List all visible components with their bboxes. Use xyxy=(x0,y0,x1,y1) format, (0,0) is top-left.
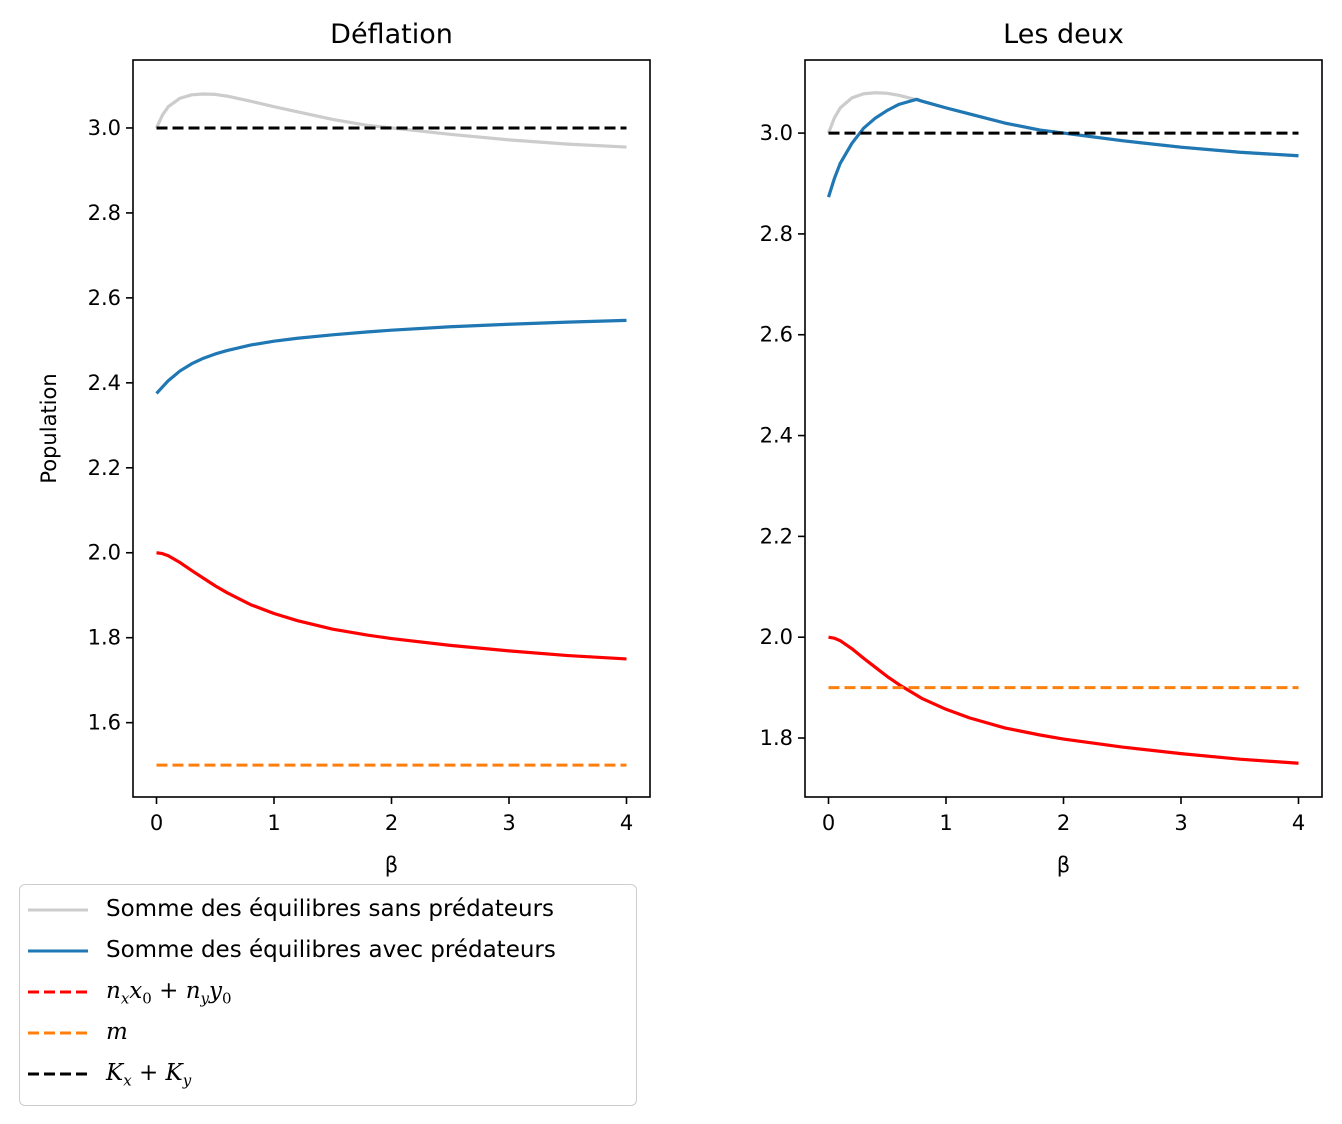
legend-label-math-kx-ky: Kx + Ky xyxy=(106,1060,192,1090)
x-tick-label: 0 xyxy=(822,811,835,835)
y-tick-label: 2.2 xyxy=(760,524,793,548)
subplot-deflation: 0 1 2 3 4 1.6 1.8 2.0 2.2 2.4 2.6 2.8 3.0 Déflation β P… xyxy=(37,19,651,877)
legend: Somme des équilibres sans prédateurs Som… xyxy=(19,884,637,1106)
series-somme-des-quilibres-avec-pr-dateurs xyxy=(155,318,627,395)
y-tick-label: 1.8 xyxy=(88,626,121,650)
legend-label: Somme des équilibres sans prédateurs xyxy=(106,896,555,922)
y-tick-label: 2.8 xyxy=(88,201,121,225)
y-tick-label: 3.0 xyxy=(88,116,121,140)
y-tick-label: 2.0 xyxy=(760,625,793,649)
x-tick-label: 0 xyxy=(150,811,163,835)
chart-title: Déflation xyxy=(330,19,453,50)
x-tick-label: 4 xyxy=(620,811,633,835)
x-axis-label: β xyxy=(385,853,398,877)
legend-item-kx-ky: Kx + Ky xyxy=(20,1057,636,1093)
legend-swatch-orange-dashed xyxy=(28,1031,88,1035)
x-tick-label: 3 xyxy=(502,811,515,835)
legend-swatch-blue-line xyxy=(28,949,88,953)
legend-label-math-nx-x0: nxx0 + nyy0 xyxy=(106,978,232,1008)
legend-swatch-grey-line xyxy=(28,908,88,912)
x-tick-label: 1 xyxy=(939,811,952,835)
x-tick-label: 4 xyxy=(1292,811,1305,835)
chart-title: Les deux xyxy=(1003,19,1124,50)
legend-item-sans-predateurs: Somme des équilibres sans prédateurs xyxy=(20,893,636,929)
y-tick-label: 2.8 xyxy=(760,222,793,246)
series-somme-des-quilibres-sans-pr-dateurs xyxy=(155,92,627,149)
axes-frame xyxy=(132,59,651,798)
y-tick-label: 2.4 xyxy=(88,371,121,395)
legend-label: Somme des équilibres avec prédateurs xyxy=(106,937,556,963)
x-tick-label: 1 xyxy=(267,811,280,835)
x-tick-label: 2 xyxy=(385,811,398,835)
y-tick-label: 2.4 xyxy=(760,424,793,448)
legend-item-nx-x0: nxx0 + nyy0 xyxy=(20,975,636,1011)
y-axis-label: Population xyxy=(37,373,61,483)
x-tick-label: 3 xyxy=(1174,811,1187,835)
legend-item-m: m xyxy=(20,1016,636,1052)
series-somme-des-quilibres-sans-pr-dateurs xyxy=(827,91,1299,158)
y-tick-label: 2.0 xyxy=(88,541,121,565)
legend-label-math-m: m xyxy=(106,1019,128,1045)
series-n-x-x-0-n-y-y-0 xyxy=(156,551,627,661)
legend-item-avec-predateurs: Somme des équilibres avec prédateurs xyxy=(20,934,636,970)
y-tick-label: 1.6 xyxy=(88,711,121,735)
y-tick-label: 2.6 xyxy=(88,286,121,310)
y-tick-label: 2.6 xyxy=(760,323,793,347)
legend-swatch-black-dashed xyxy=(28,1072,88,1076)
subplot-les-deux: 0 1 2 3 4 1.8 2.0 2.2 2.4 2.6 2.8 3.0 Les deux β xyxy=(760,19,1323,877)
y-tick-label: 1.8 xyxy=(760,726,793,750)
series-somme-des-quilibres-avec-pr-dateurs xyxy=(826,97,1299,198)
y-tick-label: 2.2 xyxy=(88,456,121,480)
x-tick-label: 2 xyxy=(1057,811,1070,835)
x-axis-label: β xyxy=(1057,853,1070,877)
series-n-x-x-0-n-y-y-0 xyxy=(828,635,1299,765)
legend-swatch-red-dashed xyxy=(28,990,88,994)
y-tick-label: 3.0 xyxy=(760,121,793,145)
